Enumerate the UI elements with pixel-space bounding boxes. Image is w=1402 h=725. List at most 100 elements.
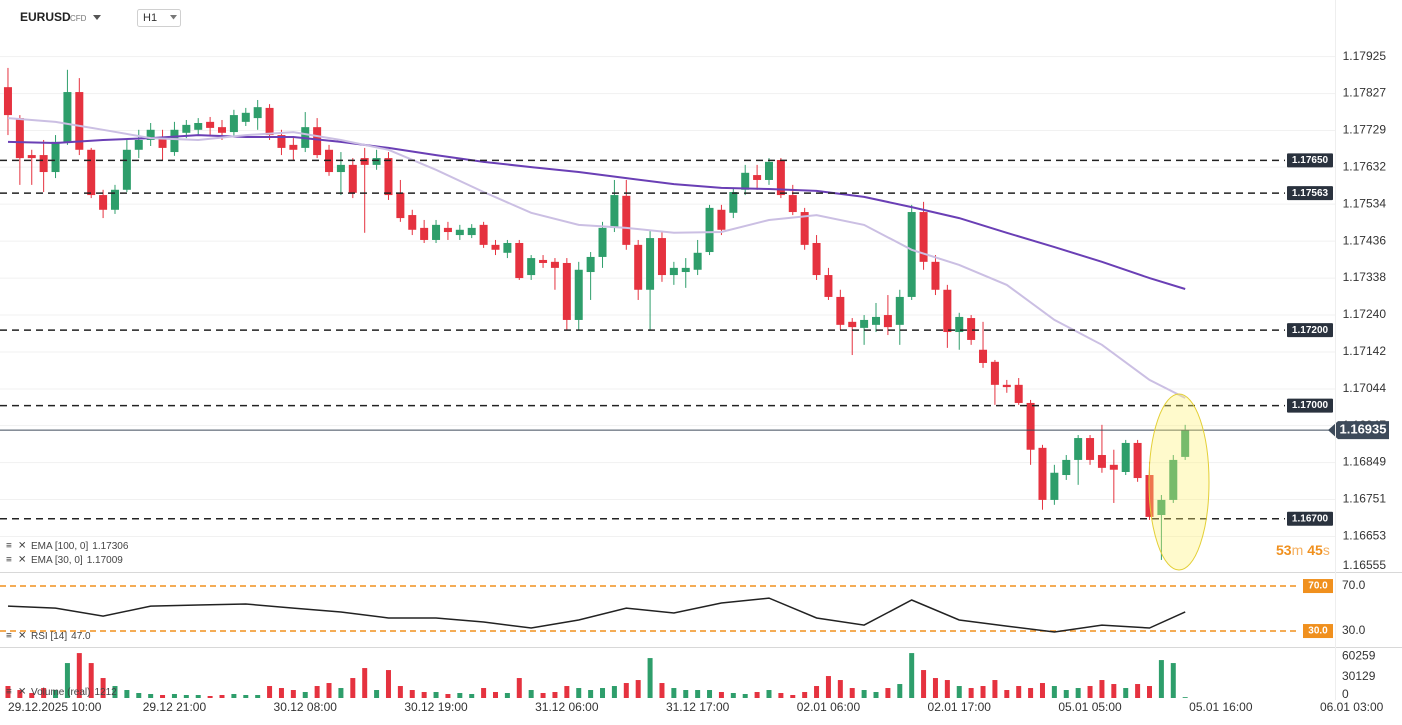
candle-body: [1086, 438, 1095, 460]
volume-bar: [600, 688, 606, 698]
volume-bar: [290, 690, 296, 698]
candle-body: [527, 258, 536, 276]
volume-bar: [136, 693, 142, 698]
candle-body: [122, 149, 131, 190]
legend-value: 1.17009: [87, 555, 124, 566]
volume-pane: [5, 653, 1188, 698]
ema-line: [7, 117, 1186, 399]
candle-body: [812, 242, 821, 276]
legend-close: ✕: [18, 555, 26, 566]
candle-body: [289, 144, 298, 150]
x-tick-label: 05.01 05:00: [1058, 700, 1122, 714]
x-tick-label: 02.01 06:00: [797, 700, 861, 714]
timeframe-select[interactable]: [137, 9, 181, 27]
rsi-pane: [0, 585, 1300, 633]
volume-bar: [243, 695, 249, 698]
volume-bar: [219, 695, 225, 698]
volume-bar: [980, 686, 986, 698]
timer-seconds-unit: s: [1323, 542, 1330, 558]
candle-body: [1062, 459, 1071, 476]
candle-body: [979, 349, 988, 363]
candle-body: [836, 296, 845, 325]
volume-bar: [1099, 680, 1105, 698]
last-price-box: [1328, 421, 1389, 440]
candle-body: [967, 318, 976, 340]
volume-bar: [921, 670, 927, 698]
volume-bar: [611, 686, 617, 698]
volume-bar: [160, 695, 166, 698]
volume-bar: [385, 670, 391, 698]
rsi-level-label: 70.0: [1308, 581, 1328, 592]
y-tick-label: 1.17240: [1343, 307, 1387, 321]
timeframe-dropdown[interactable]: [170, 15, 177, 20]
volume-bar: [754, 692, 760, 698]
volume-bar: [552, 692, 558, 698]
candle-body: [550, 261, 559, 268]
legend-name: RSI [14]: [31, 631, 67, 642]
y-tick-label: 30129: [1342, 669, 1376, 683]
candle-body: [669, 267, 678, 276]
candle-body: [1169, 459, 1178, 500]
candle-body: [206, 121, 215, 128]
candle-body: [360, 158, 369, 165]
volume-bar: [255, 695, 261, 698]
volume-bar: [540, 693, 546, 698]
volume-bar: [267, 686, 273, 698]
volume-bar: [588, 690, 594, 698]
volume-bar: [469, 694, 475, 698]
candle-body: [443, 227, 452, 233]
candle-body: [646, 238, 655, 290]
candle-body: [39, 155, 48, 173]
volume-bar: [302, 692, 308, 698]
volume-bar: [41, 688, 47, 698]
x-tick-label: 31.12 06:00: [535, 700, 599, 714]
candle-body: [634, 244, 643, 290]
volume-bar: [861, 690, 867, 698]
volume-bar: [1123, 688, 1129, 698]
candle-body: [408, 215, 417, 230]
level-label-box: [1287, 398, 1333, 413]
volume-bar: [1135, 684, 1141, 698]
symbol-dropdown[interactable]: [93, 15, 101, 20]
volume-bar: [421, 692, 427, 698]
legend-name: EMA [30, 0]: [31, 555, 83, 566]
y-tick-label: 1.16653: [1343, 529, 1387, 543]
volume-bar: [1039, 683, 1045, 698]
volume-bar: [1147, 686, 1153, 698]
volume-bar: [1158, 660, 1164, 698]
volume-bar: [1063, 690, 1069, 698]
volume-bar: [433, 692, 439, 698]
legend-entry: RSI [14] 47.0: [31, 631, 91, 642]
rsi-line: [7, 597, 1186, 633]
legend-entry: EMA [30, 0] 1.17009: [31, 555, 123, 566]
y-tick-label: 70.0: [1342, 578, 1366, 592]
volume-bar: [873, 692, 879, 698]
candle-body: [467, 227, 476, 236]
volume-bar: [730, 693, 736, 698]
volume-bar: [504, 693, 510, 698]
legend-close: ✕: [18, 631, 26, 642]
axes: 1.17925 1.17827 1.17729 1.17632 1.17534 1.174…: [6, 49, 1389, 714]
timeframe[interactable]: H1: [143, 12, 157, 24]
volume-bar: [124, 690, 130, 698]
candle-body: [1026, 402, 1035, 450]
candle-body: [51, 141, 60, 173]
x-tick-label: 05.01 16:00: [1189, 700, 1253, 714]
y-tick-label: 1.17044: [1343, 381, 1387, 395]
volume-bar: [897, 684, 903, 698]
candle-body: [824, 275, 833, 297]
volume-bar: [564, 686, 570, 698]
symbol[interactable]: EURUSD: [20, 10, 71, 24]
candle-body: [598, 227, 607, 257]
volume-bar: [814, 686, 820, 698]
volume-bar: [1182, 697, 1188, 698]
level-label-box: [1287, 511, 1333, 526]
candle-body: [1014, 384, 1023, 403]
candle-body: [1133, 442, 1142, 479]
volume-bar: [1051, 686, 1057, 698]
volume-bar: [492, 692, 498, 698]
volume-bar: [790, 695, 796, 698]
legend-value: 47.0: [71, 631, 91, 642]
candle-body: [622, 195, 631, 245]
